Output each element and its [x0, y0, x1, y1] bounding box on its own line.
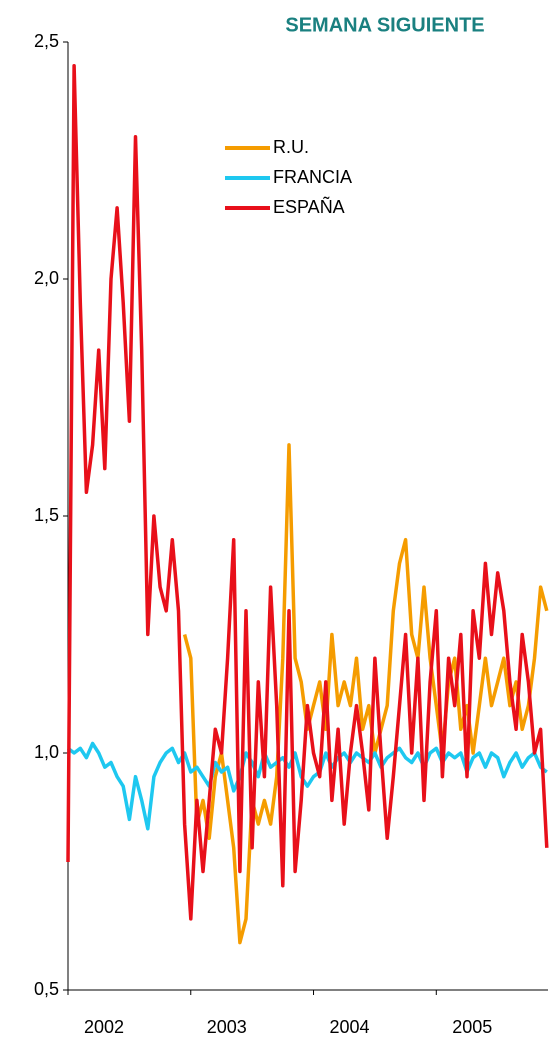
chart-title: SEMANA SIGUIENTE — [285, 14, 484, 36]
series-line — [66, 741, 548, 831]
x-tick-label: 2002 — [84, 1017, 124, 1037]
legend-label: FRANCIA — [273, 167, 352, 187]
y-tick-label: 2,5 — [34, 31, 59, 51]
series-line — [66, 63, 549, 921]
y-tick-label: 1,5 — [34, 505, 59, 525]
y-tick-label: 2,0 — [34, 268, 59, 288]
y-tick-label: 1,0 — [34, 742, 59, 762]
y-tick-label: 0,5 — [34, 979, 59, 999]
legend-label: R.U. — [273, 137, 309, 157]
x-tick-label: 2005 — [452, 1017, 492, 1037]
x-tick-label: 2003 — [207, 1017, 247, 1037]
series-line — [182, 443, 549, 945]
legend-label: ESPAÑA — [273, 196, 345, 217]
x-tick-label: 2004 — [330, 1017, 370, 1037]
